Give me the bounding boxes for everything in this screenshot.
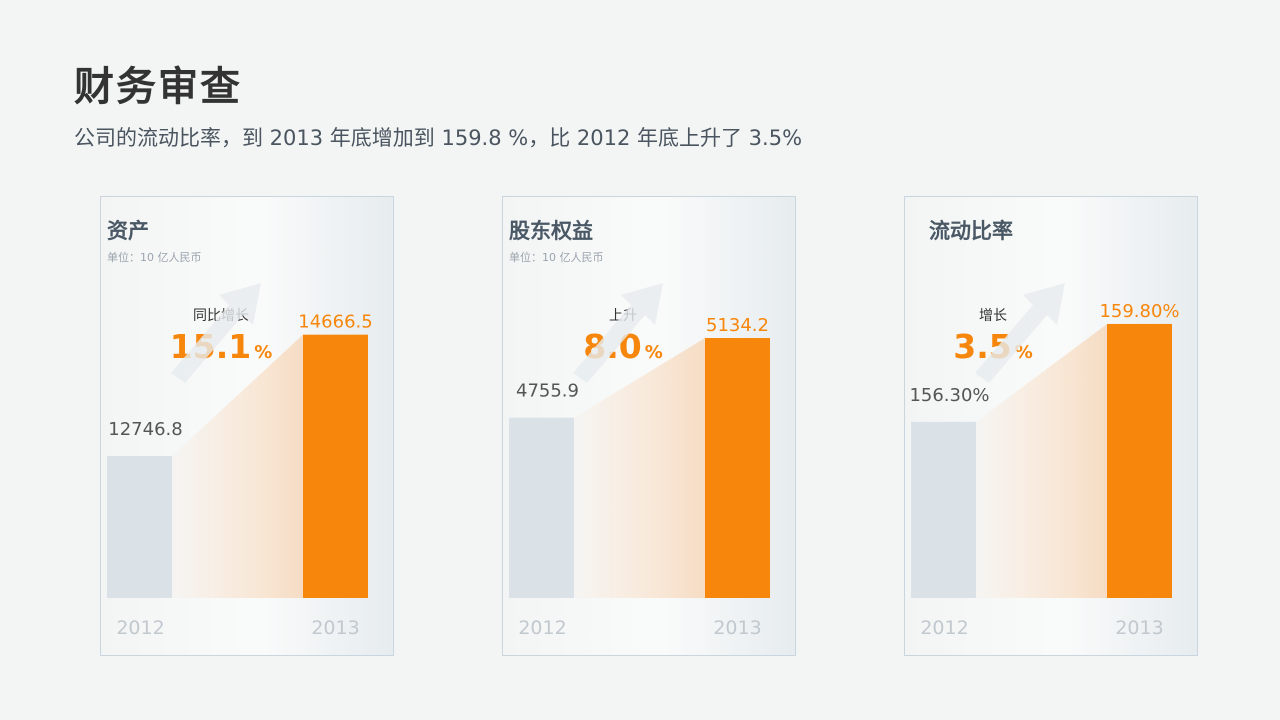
bar-2013: [303, 334, 368, 598]
growth-band: [976, 323, 1107, 598]
value-label-2012: 4755.9: [516, 381, 579, 402]
bar-2012: [911, 421, 976, 598]
background-arrow: [171, 283, 261, 383]
bar-2012: [509, 417, 574, 598]
value-label-2013: 14666.5: [298, 312, 372, 333]
bar-chart: 156.30% 159.80% 2012 2013: [909, 283, 1180, 639]
x-tick-label: 2012: [518, 617, 566, 639]
value-label-2013: 159.80%: [1099, 301, 1179, 322]
badge-suffix: %: [644, 342, 663, 363]
chart-unit: 单位：10 亿人民币: [107, 251, 202, 264]
page-title: 财务审查: [74, 64, 242, 110]
background-arrow: [573, 283, 663, 383]
chart-title: 股东权益: [509, 219, 593, 243]
page-subtitle: 公司的流动比率，到 2013 年底增加到 159.8 %，比 2012 年底上升…: [74, 126, 803, 150]
bar-chart: 4755.9 5134.2 2012 2013: [509, 283, 770, 639]
badge-suffix: %: [254, 342, 273, 363]
chart-unit: 单位：10 亿人民币: [509, 251, 604, 264]
bar-2012: [107, 456, 172, 598]
x-tick-label: 2013: [1115, 617, 1163, 639]
x-tick-label: 2013: [713, 617, 761, 639]
growth-band: [574, 337, 705, 598]
bar-2013: [705, 337, 770, 598]
chart-card-current-ratio: 流动比率 增长 3.5% 156.30% 159.80% 2012 2013: [904, 196, 1198, 656]
growth-band: [172, 334, 303, 598]
chart-card-equity: 股东权益 单位：10 亿人民币 上升 8.0% 4755.95134.22012…: [502, 196, 796, 656]
chart-card-assets: 资产 单位：10 亿人民币 同比增长 15.1% 12746.814666.52…: [100, 196, 394, 656]
chart-title: 资产: [107, 219, 149, 243]
badge-label: 增长: [979, 308, 1007, 324]
chart-title: 流动比率: [929, 219, 1013, 243]
x-tick-label: 2012: [920, 617, 968, 639]
value-label-2012: 156.30%: [909, 385, 989, 406]
x-tick-label: 2012: [116, 617, 164, 639]
background-arrow: [975, 283, 1065, 383]
bar-chart: 12746.8 14666.5 2012 2013: [107, 283, 373, 639]
bar-2013: [1107, 323, 1172, 598]
x-tick-label: 2013: [311, 617, 359, 639]
value-label-2013: 5134.2: [706, 315, 769, 336]
value-label-2012: 12746.8: [108, 419, 182, 440]
